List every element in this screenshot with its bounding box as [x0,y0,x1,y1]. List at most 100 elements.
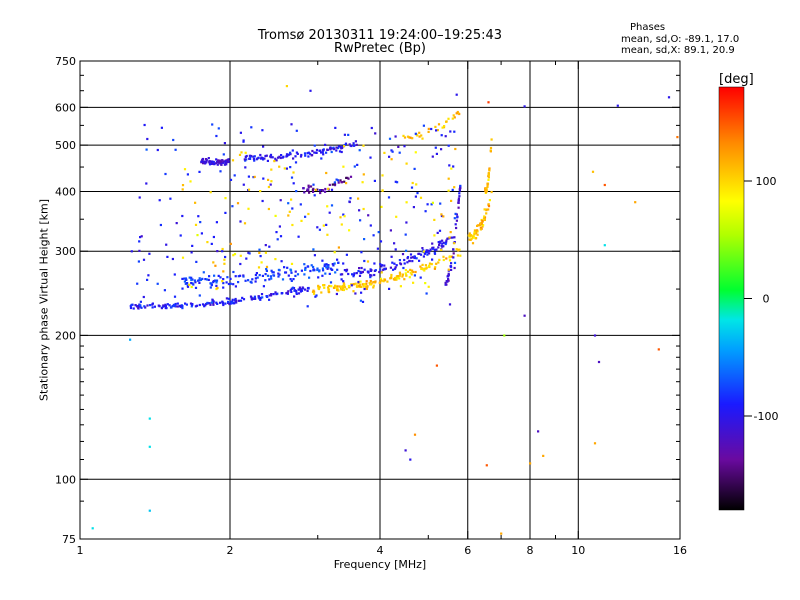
data-point [458,188,461,191]
data-point [424,251,427,254]
data-point [470,237,473,240]
data-point [447,268,450,271]
data-point [503,334,506,337]
data-point [323,264,326,268]
data-point [312,248,315,251]
data-point [271,271,274,274]
data-point [299,203,302,206]
data-point [366,270,369,273]
data-point [450,199,453,202]
data-point [237,299,241,302]
data-point [413,255,416,258]
data-point [244,166,247,169]
data-point [364,285,367,288]
data-point [287,202,290,205]
data-point [403,278,406,281]
data-point [405,221,408,224]
data-point [234,285,237,288]
data-point [406,135,410,138]
data-point [199,278,203,281]
data-point [247,207,250,210]
data-point [383,264,386,267]
data-point [405,249,408,252]
data-point [304,154,307,157]
data-point [255,272,258,275]
data-point [476,229,479,232]
data-point [303,263,306,266]
data-point [196,279,200,282]
data-point [451,236,454,239]
data-point [330,204,334,207]
data-point [317,287,320,290]
data-point [429,248,432,251]
y-tick-label: 500 [55,139,76,152]
data-point [290,290,293,293]
data-point [365,282,368,285]
data-point [341,285,345,288]
data-point [283,167,286,170]
data-point [406,261,409,264]
data-point [257,156,260,159]
data-point [457,206,460,209]
data-point [394,135,397,138]
data-point [194,201,197,204]
data-point [335,149,338,152]
data-point [300,289,304,292]
data-point [374,132,377,135]
data-point [163,289,166,292]
data-point [262,158,265,161]
data-point [185,278,188,281]
data-point [438,241,441,245]
data-point [129,338,132,341]
x-tick-label: 6 [464,544,471,557]
data-point [181,214,184,218]
data-point [450,268,453,271]
data-point [249,157,252,160]
data-point [290,123,293,126]
data-point [336,289,339,292]
data-point [475,232,478,235]
data-point [448,259,452,262]
data-point [392,268,395,271]
data-point [370,269,373,272]
data-point [313,269,316,272]
data-point [269,155,272,158]
data-point [336,268,339,271]
data-point [361,300,365,303]
data-point [277,272,280,275]
data-point [393,267,397,270]
data-point [435,364,438,367]
data-point [423,269,426,272]
data-point [242,275,245,278]
data-point [237,275,240,278]
data-point [329,267,332,270]
data-point [248,252,251,255]
data-point [184,277,187,280]
data-point [362,173,365,176]
data-point [210,284,213,287]
data-point [198,294,201,297]
data-point [321,274,324,277]
data-point [342,262,345,265]
data-point [667,96,671,99]
data-point [222,282,225,285]
data-point [192,283,195,286]
data-point [500,532,503,535]
data-point [142,295,145,299]
data-point [294,155,297,158]
data-point [457,201,460,204]
data-point [344,142,348,145]
data-point [593,442,597,445]
data-point [267,178,270,181]
data-point [189,302,193,305]
data-point [237,281,240,284]
data-point [181,277,184,280]
data-point [327,288,330,291]
data-point [280,260,283,263]
data-point [135,305,139,308]
data-point [207,157,210,160]
data-point [169,306,173,309]
data-point [323,263,326,266]
data-point [272,271,275,274]
data-point [431,201,434,204]
